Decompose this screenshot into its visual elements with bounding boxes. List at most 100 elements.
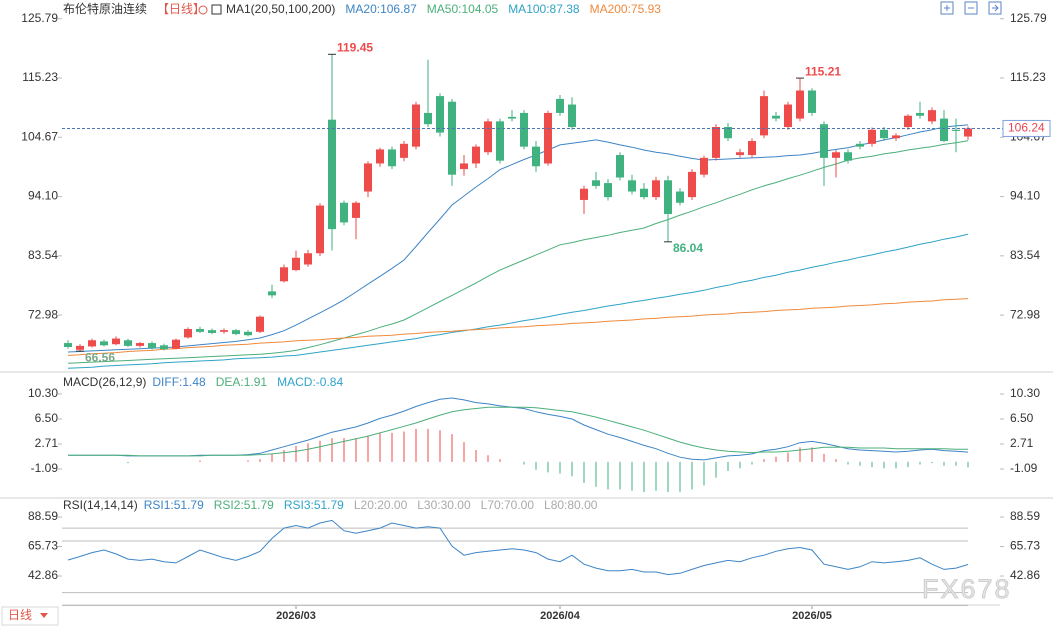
candle-body — [136, 343, 144, 346]
candle-body — [952, 129, 960, 131]
toolbar[interactable] — [940, 1, 1002, 15]
candle-body — [784, 104, 792, 127]
y-tick-label: 83.54 — [28, 248, 58, 262]
y-tick-label-right: 42.86 — [1010, 568, 1040, 582]
extreme-label: 86.04 — [673, 241, 703, 255]
candle-body — [856, 143, 864, 147]
y-tick-label-right: 83.54 — [1010, 248, 1040, 262]
candle-body — [688, 171, 696, 198]
candle-body — [520, 112, 528, 147]
panel-title: RSI(14,14,14) — [63, 498, 138, 512]
candle-body — [220, 330, 228, 332]
candle-body — [100, 341, 108, 346]
candle-body — [364, 163, 372, 192]
candle-body — [112, 338, 120, 345]
candle-body — [424, 112, 432, 125]
candle-body — [748, 141, 756, 156]
candle-body — [652, 180, 660, 198]
candle-body — [916, 112, 924, 116]
candle-body — [316, 205, 324, 254]
extreme-label: 66.56 — [85, 350, 115, 364]
ma-line — [67, 233, 969, 369]
candle-body — [508, 116, 516, 119]
candle-body — [232, 330, 240, 335]
legend-entry: MA50:104.05 — [427, 2, 499, 16]
candle-body — [400, 143, 408, 158]
legend-entry: MA200:75.93 — [590, 2, 662, 16]
y-tick-label: 125.79 — [21, 11, 58, 25]
candle-body — [184, 329, 192, 338]
zoom-button[interactable] — [940, 1, 954, 15]
candle-body — [736, 152, 744, 156]
y-tick-label-right: 6.50 — [1010, 411, 1034, 425]
panel-title: MACD(26,12,9) — [63, 375, 146, 389]
candle-body — [304, 253, 312, 265]
candle-body — [76, 345, 84, 350]
candle-body — [532, 146, 540, 167]
y-tick-label-right: -1.09 — [1010, 461, 1038, 475]
candle-body — [196, 329, 204, 332]
level-label: L80:80.00 — [544, 498, 598, 512]
candle-body — [712, 126, 720, 158]
y-tick-label-right: 94.10 — [1010, 189, 1040, 203]
candle-body — [88, 340, 96, 347]
candle-body — [124, 340, 132, 346]
legend-entry: RSI2:51.79 — [214, 498, 274, 512]
y-tick-label: 10.30 — [28, 386, 58, 400]
candle-body — [328, 119, 336, 230]
candle-body — [664, 180, 672, 214]
y-tick-label: 42.86 — [28, 568, 58, 582]
legend-entry: RSI1:51.79 — [144, 498, 204, 512]
y-tick-label: 115.23 — [22, 70, 58, 84]
candle-body — [268, 291, 276, 296]
x-tick-label: 2026/04 — [540, 610, 581, 622]
y-tick-label: 104.67 — [21, 129, 58, 143]
candle-body — [940, 118, 948, 142]
ma-group: MA1(20,50,100,200) — [226, 2, 335, 16]
candle-body — [448, 101, 456, 175]
candle-body — [904, 115, 912, 127]
period-button[interactable]: 日线 — [1, 606, 59, 626]
candle-body — [772, 115, 780, 119]
candle-body — [244, 331, 252, 336]
extreme-label: 115.21 — [805, 64, 841, 78]
y-tick-label: 65.73 — [28, 539, 58, 553]
candle-body — [280, 267, 288, 282]
ma-icon — [198, 5, 208, 15]
y-tick-label-right: 125.79 — [1010, 11, 1047, 25]
last-price-badge — [1002, 119, 1051, 137]
candle-body — [340, 202, 348, 223]
level-label: L70:70.00 — [481, 498, 535, 512]
candle-body — [580, 188, 588, 200]
candle-body — [544, 112, 552, 164]
y-tick-label-right: 72.98 — [1010, 307, 1040, 321]
fullscreen-button[interactable] — [988, 1, 1002, 15]
y-tick-label: 94.10 — [28, 189, 58, 203]
candle-body — [568, 104, 576, 127]
candle-body — [352, 202, 360, 218]
candle-body — [760, 96, 768, 136]
macd-line — [68, 406, 968, 457]
level-label: L30:30.00 — [417, 498, 471, 512]
watermark: FX678 — [922, 574, 1012, 604]
candle-body — [208, 330, 216, 333]
candle-body — [292, 257, 300, 271]
candle-body — [64, 343, 72, 347]
y-tick-label: 6.50 — [35, 411, 59, 425]
candle-body — [160, 345, 168, 350]
candle-body — [928, 110, 936, 122]
y-tick-label: 72.98 — [28, 307, 58, 321]
period-box[interactable] — [1, 606, 59, 626]
candle-body — [628, 180, 636, 192]
y-tick-label-right: 115.23 — [1010, 70, 1046, 84]
candle-body — [964, 128, 972, 137]
candle-body — [376, 149, 384, 164]
candle-body — [724, 126, 732, 139]
x-tick-label: 2026/03 — [276, 610, 316, 622]
last-price-label: 106.24 — [1008, 121, 1045, 135]
period-label[interactable]: 日线 — [8, 608, 32, 622]
toolbar-icon — [944, 4, 999, 12]
legend-entry: RSI3:51.79 — [284, 498, 344, 512]
zoom-button[interactable] — [964, 1, 978, 15]
candle-body — [556, 98, 564, 113]
